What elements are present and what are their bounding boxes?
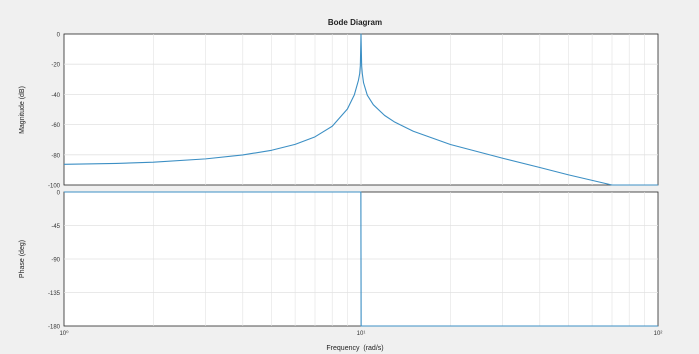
x-tick-label: 10⁰ <box>59 330 69 337</box>
y-tick-label: -80 <box>51 153 60 159</box>
x-tick-label: 10² <box>654 331 663 337</box>
y-tick-label: -40 <box>51 93 60 99</box>
y-tick-label: 0 <box>57 191 61 197</box>
phase-y-label: Phase (deg) <box>19 240 26 278</box>
phase-y-ticks: 0 -45 -90 -135 -180 <box>48 191 61 331</box>
y-tick-label: -135 <box>48 291 61 297</box>
y-tick-label: -20 <box>51 63 60 69</box>
phase-axes: 0 -45 -90 -135 -180 10⁰ 10¹ 10² Phase (deg) <box>19 191 662 338</box>
phase-trace <box>64 191 658 327</box>
y-tick-label: -45 <box>51 224 60 230</box>
y-tick-label: -60 <box>51 123 60 129</box>
x-tick-label: 10¹ <box>357 331 366 337</box>
magnitude-y-ticks: 0 -20 -40 -60 -80 -100 <box>48 33 61 190</box>
magnitude-trace <box>63 33 658 186</box>
y-tick-label: -180 <box>48 325 61 331</box>
y-tick-label: 0 <box>57 33 61 39</box>
chart-title: Bode Diagram <box>328 18 382 27</box>
magnitude-grid <box>64 34 658 185</box>
y-tick-label: -100 <box>48 184 61 190</box>
x-axis-label: Frequency (rad/s) <box>326 345 383 352</box>
y-tick-label: -90 <box>51 258 60 264</box>
magnitude-axes: 0 -20 -40 -60 -80 -100 Magnitude (dB) <box>19 33 659 190</box>
phase-grid <box>64 192 658 326</box>
phase-series-line <box>64 191 658 327</box>
magnitude-y-label: Magnitude (dB) <box>19 86 26 134</box>
phase-x-ticks: 10⁰ 10¹ 10² <box>59 330 662 337</box>
magnitude-series-line <box>63 33 658 186</box>
